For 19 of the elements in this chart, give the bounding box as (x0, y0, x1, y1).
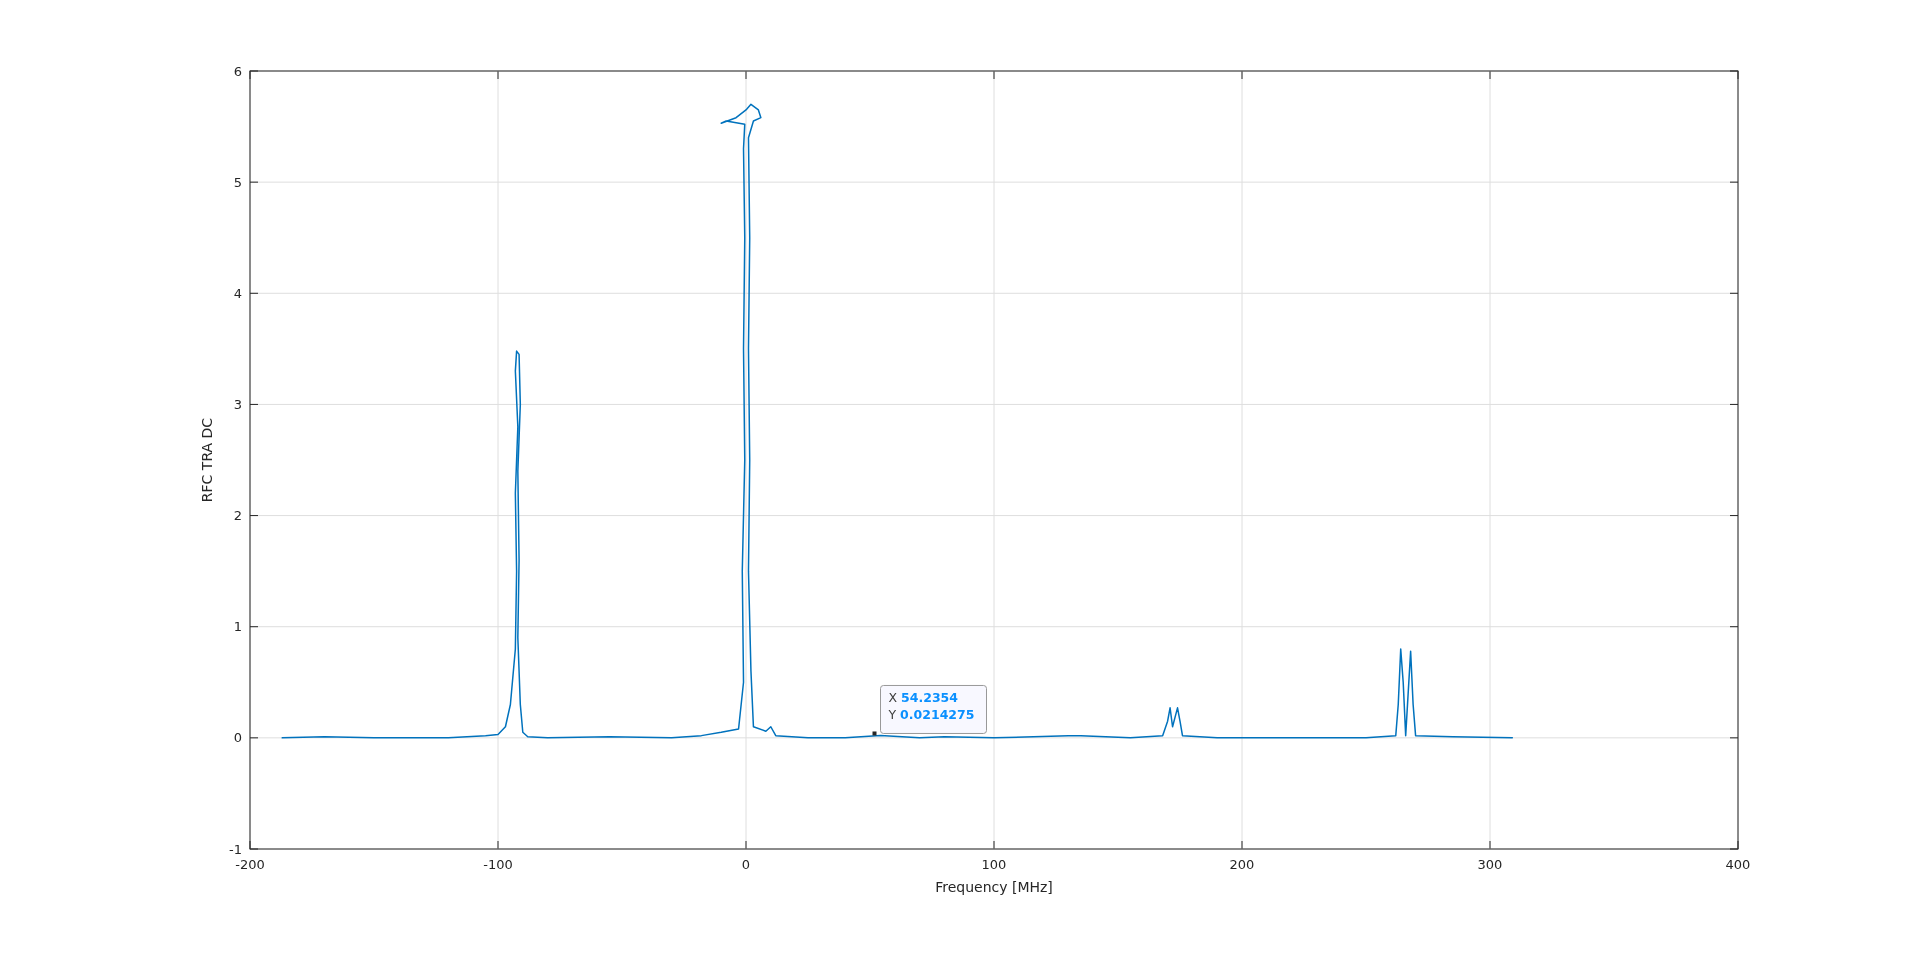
x-tick-label: 200 (1229, 857, 1255, 872)
y-tick-label: 3 (233, 396, 242, 412)
y-axis-title: RFC TRA DC (199, 417, 215, 503)
x-tick-label: 300 (1477, 857, 1503, 872)
x-tick-label: 0 (741, 857, 751, 872)
x-tick-label: -100 (483, 857, 513, 872)
y-tick-label: 2 (233, 508, 242, 524)
x-tick-label: 400 (1725, 857, 1751, 872)
y-tick-label: 5 (233, 174, 242, 190)
y-tick-label: 0 (233, 730, 242, 746)
y-tick-label: 1 (233, 619, 242, 635)
annotation: X 54.2354 Y 0.0214275 (887, 690, 975, 723)
line-series (281, 103, 1514, 739)
x-axis-title: Frequency [MHz] (935, 879, 1053, 895)
y-tick-label: 6 (233, 63, 242, 79)
y-tick-label: -1 (229, 841, 242, 857)
x-tick-label: -200 (235, 857, 265, 872)
x-tick-label: 100 (981, 857, 1007, 872)
y-tick-label: 4 (233, 285, 242, 301)
